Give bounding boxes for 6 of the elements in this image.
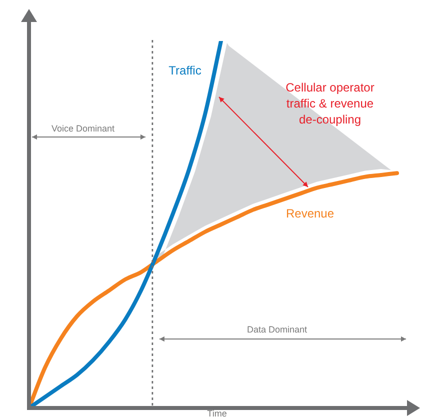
annotation: Data Dominant: [246, 324, 308, 334]
series-label: Traffic: [168, 63, 202, 78]
x-axis-title: Time: [207, 408, 227, 418]
annotation: Cellular operator traffic & revenue de-coupling: [286, 80, 374, 126]
annotation: Voice Dominant: [51, 123, 116, 134]
series-label: Revenue: [286, 206, 334, 220]
